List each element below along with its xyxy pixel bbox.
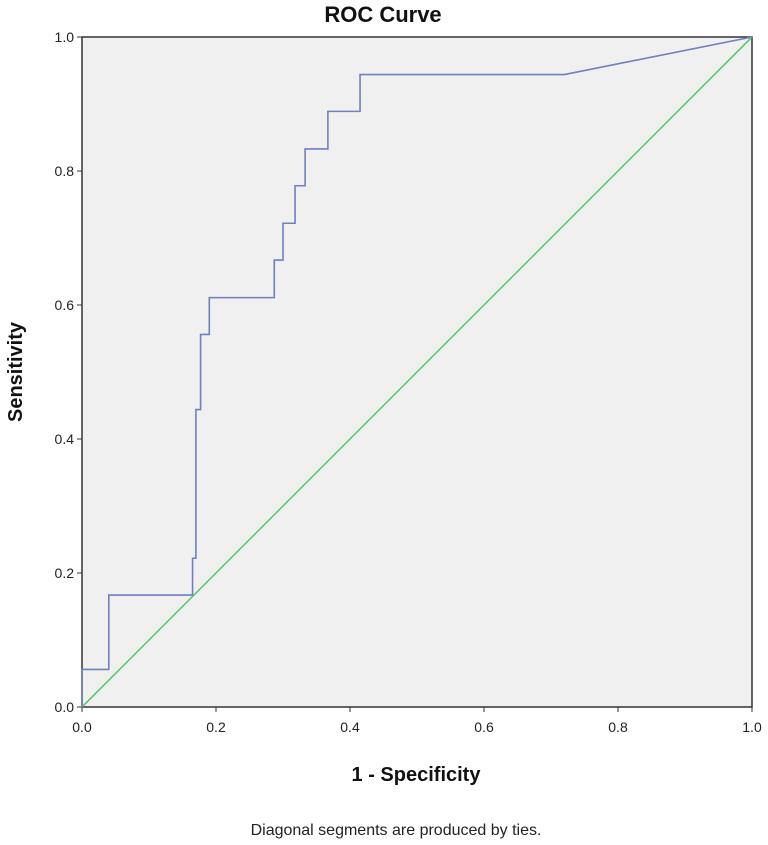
y-tick-label: 0.0 — [55, 699, 75, 715]
footnote: Diagonal segments are produced by ties. — [251, 822, 542, 839]
y-tick-label: 0.2 — [55, 565, 75, 581]
reference-diagonal-line — [81, 36, 753, 708]
y-tick-label: 1.0 — [55, 29, 75, 45]
y-axis-label: Sensitivity — [5, 321, 27, 422]
x-tick-label: 0.0 — [72, 719, 92, 735]
x-axis-label: 1 - Specificity — [352, 764, 482, 786]
x-tick-label: 0.8 — [608, 719, 628, 735]
chart-title: ROC Curve — [324, 2, 441, 27]
y-tick-label: 0.8 — [55, 163, 75, 179]
roc-curve-line — [81, 36, 753, 707]
x-tick-label: 0.4 — [340, 719, 360, 735]
x-tick-label: 0.2 — [206, 719, 226, 735]
y-tick-label: 0.4 — [55, 431, 75, 447]
plot-lines — [81, 36, 753, 708]
x-tick-label: 0.6 — [474, 719, 494, 735]
x-tick-label: 1.0 — [742, 719, 762, 735]
axis-ticks: 0.0 0.2 0.4 0.6 0.8 1.0 0.0 0.2 0.4 0.6 0.8 1.0 — [55, 29, 762, 735]
y-tick-label: 0.6 — [55, 297, 75, 313]
